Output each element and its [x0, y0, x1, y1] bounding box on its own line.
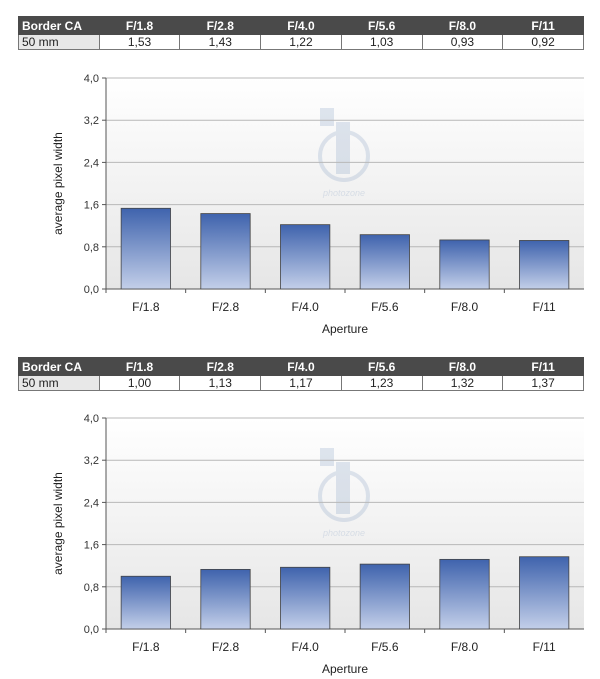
- table-cell: 1,13: [179, 375, 262, 391]
- table-cell: 0,93: [421, 34, 504, 50]
- table-cell: 1,53: [98, 34, 181, 50]
- plot-area: [106, 78, 584, 289]
- photozone-watermark-icon: photozone: [318, 108, 370, 198]
- y-tick-label: 0,8: [84, 242, 99, 254]
- y-tick-label: 2,4: [84, 497, 99, 509]
- x-axis-title: Aperture: [322, 322, 368, 336]
- table-header-cell: F/5.6: [340, 16, 423, 35]
- y-tick-label: 2,4: [84, 157, 99, 169]
- y-axis-title: average pixel width: [51, 132, 65, 235]
- x-tick-label: F/1.8: [132, 640, 160, 654]
- table-header-cell: F/8.0: [421, 357, 504, 376]
- y-tick-label: 1,6: [84, 200, 99, 212]
- x-tick-label: F/4.0: [291, 300, 319, 314]
- table-cell: 50 mm: [18, 375, 100, 391]
- x-tick-label: F/11: [533, 640, 556, 654]
- table-cell: 1,43: [179, 34, 262, 50]
- table-cell: 1,23: [340, 375, 423, 391]
- x-tick-label: F/2.8: [212, 640, 240, 654]
- table-header-cell: F/11: [502, 357, 584, 376]
- x-axis-title: Aperture: [322, 662, 368, 676]
- y-tick-label: 1,6: [84, 540, 99, 552]
- table-header-cell: F/2.8: [179, 16, 262, 35]
- table-cell: 1,22: [260, 34, 342, 50]
- x-tick-label: F/5.6: [371, 640, 399, 654]
- x-tick-label: F/2.8: [212, 300, 240, 314]
- x-tick-label: F/5.6: [371, 300, 399, 314]
- bar: [120, 207, 171, 290]
- border-ca-table-2: Border CA F/1.8 F/2.8 F/4.0 F/5.6 F/8.0 …: [18, 357, 584, 391]
- bar: [200, 213, 251, 290]
- plot-area: [106, 418, 584, 629]
- bar: [519, 240, 570, 290]
- y-axis-title: average pixel width: [51, 472, 65, 575]
- table-cell: 1,32: [421, 375, 504, 391]
- bar-chart-2: photozone 0,0 0,8 1,6 2,4 3,2 4,0 F/1.8 F/2.8 F/4…: [51, 413, 584, 676]
- y-tick-label: 0,0: [84, 284, 99, 296]
- table-header-cell: F/11: [502, 16, 584, 35]
- table-header-cell: Border CA: [18, 357, 100, 376]
- table-header-cell: Border CA: [18, 16, 100, 35]
- table-row: 50 mm 1,00 1,13 1,17 1,23 1,32 1,37: [18, 375, 584, 391]
- bar: [439, 239, 490, 290]
- y-tick-label: 4,0: [84, 413, 99, 425]
- border-ca-table-1: Border CA F/1.8 F/2.8 F/4.0 F/5.6 F/8.0 …: [18, 16, 584, 50]
- table-header-row: Border CA F/1.8 F/2.8 F/4.0 F/5.6 F/8.0 …: [18, 357, 584, 376]
- table-cell: 1,03: [340, 34, 423, 50]
- table-header-cell: F/4.0: [260, 16, 342, 35]
- bar: [359, 563, 410, 630]
- table-cell: 50 mm: [18, 34, 100, 50]
- bar: [280, 566, 331, 630]
- x-tick-label: F/11: [533, 300, 556, 314]
- table-cell: 1,37: [502, 375, 584, 391]
- bar: [519, 556, 570, 630]
- bar: [120, 575, 171, 630]
- watermark-text: photozone: [322, 528, 365, 538]
- table-header-cell: F/4.0: [260, 357, 342, 376]
- bar: [200, 568, 251, 630]
- table-row: 50 mm 1,53 1,43 1,22 1,03 0,93 0,92: [18, 34, 584, 50]
- x-tick-label: F/8.0: [451, 640, 479, 654]
- table-header-cell: F/2.8: [179, 357, 262, 376]
- watermark-text: photozone: [322, 188, 365, 198]
- table-header-cell: F/5.6: [340, 357, 423, 376]
- bar: [280, 224, 331, 290]
- table-cell: 1,17: [260, 375, 342, 391]
- y-tick-label: 0,0: [84, 624, 99, 636]
- y-tick-label: 4,0: [84, 73, 99, 85]
- table-cell: 1,00: [98, 375, 181, 391]
- x-tick-label: F/8.0: [451, 300, 479, 314]
- bar: [359, 234, 410, 290]
- x-tick-label: F/4.0: [291, 640, 319, 654]
- bar: [439, 558, 490, 630]
- y-tick-label: 0,8: [84, 582, 99, 594]
- table-header-cell: F/8.0: [421, 16, 504, 35]
- y-tick-label: 3,2: [84, 455, 99, 467]
- photozone-watermark-icon: photozone: [318, 448, 370, 538]
- x-tick-label: F/1.8: [132, 300, 160, 314]
- bar-chart-1: photozone 0,0 0,8 1,6 2,4 3,2 4,0 F/1.8 F/2.8 F/4…: [51, 73, 584, 336]
- table-cell: 0,92: [502, 34, 584, 50]
- y-tick-label: 3,2: [84, 115, 99, 127]
- table-header-row: Border CA F/1.8 F/2.8 F/4.0 F/5.6 F/8.0 …: [18, 16, 584, 35]
- table-header-cell: F/1.8: [98, 357, 181, 376]
- table-header-cell: F/1.8: [98, 16, 181, 35]
